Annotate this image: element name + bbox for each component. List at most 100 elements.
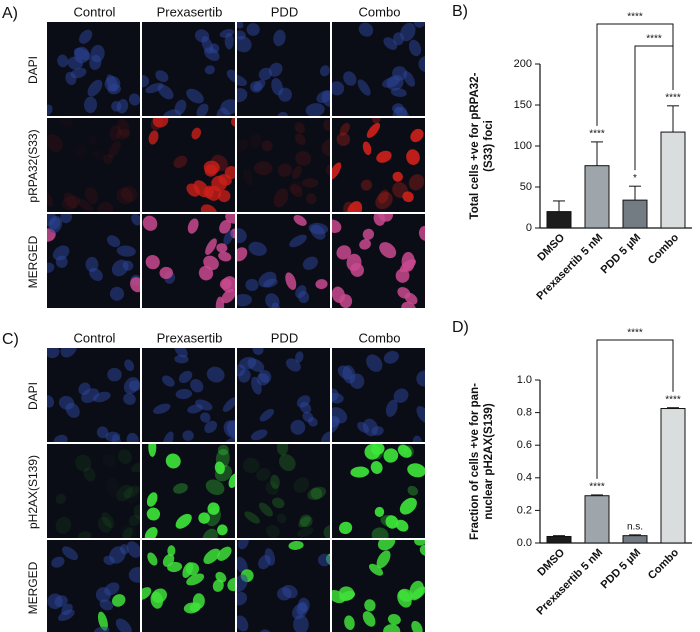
nucleus (123, 393, 136, 405)
nucleus (54, 595, 68, 608)
bar (584, 495, 610, 544)
panel-label: B) (452, 3, 468, 20)
nucleus (277, 587, 292, 601)
nucleus (215, 571, 227, 583)
nucleus (410, 128, 424, 143)
nucleus (237, 540, 249, 550)
y-tick-label: 150 (514, 99, 532, 111)
nucleus (218, 251, 232, 262)
nucleus (392, 106, 408, 116)
nucleus (378, 189, 389, 204)
nucleus (357, 421, 369, 433)
nucleus (413, 22, 425, 28)
nucleus (332, 407, 348, 424)
nucleus (57, 54, 69, 68)
nucleus (153, 403, 171, 414)
nucleus (78, 382, 91, 396)
nucleus (96, 426, 109, 439)
nucleus (370, 461, 383, 474)
nucleus (112, 594, 126, 607)
nucleus (226, 420, 235, 439)
nucleus (173, 155, 188, 169)
nucleus (203, 548, 221, 565)
nucleus (373, 214, 386, 226)
micrograph (237, 22, 330, 116)
nucleus (410, 586, 425, 601)
micrograph (142, 118, 235, 212)
bar (622, 199, 648, 229)
nucleus (371, 527, 389, 538)
nucleus (392, 32, 405, 46)
nucleus (273, 188, 289, 208)
nucleus (123, 485, 140, 499)
significance: n.s. (627, 521, 643, 532)
nucleus (97, 516, 112, 533)
x-tick-label: PDD 5 µM (599, 547, 644, 592)
nucleus (237, 139, 249, 152)
nucleus (217, 524, 228, 536)
nucleus (237, 574, 248, 593)
nucleus (204, 47, 220, 61)
nucleus (376, 550, 391, 569)
cells (237, 540, 330, 632)
micrograph (237, 348, 330, 442)
micrograph (47, 118, 140, 212)
nucleus (362, 141, 372, 156)
cells (153, 348, 235, 442)
nucleus (265, 481, 279, 496)
nucleus (155, 70, 169, 83)
nucleus (414, 540, 425, 546)
bracket-label: **** (627, 328, 643, 339)
bracket (596, 339, 674, 479)
cells (332, 22, 425, 116)
nucleus (151, 588, 168, 603)
nucleus (116, 99, 129, 114)
nucleus (343, 201, 357, 212)
nucleus (364, 599, 376, 612)
nucleus (196, 103, 209, 116)
nucleus (256, 468, 271, 481)
bracket-label: **** (646, 34, 662, 45)
nucleus (242, 168, 253, 186)
nucleus (101, 512, 115, 528)
bar (546, 211, 572, 229)
nucleus (407, 463, 425, 478)
nucleus (252, 348, 264, 355)
nucleus (128, 93, 140, 106)
nucleus (216, 243, 228, 253)
nucleus (416, 406, 425, 423)
nucleus (159, 266, 173, 279)
nucleus (321, 90, 330, 107)
cells (142, 214, 235, 308)
micrograph (332, 118, 425, 212)
nucleus (270, 474, 280, 489)
nucleus (397, 444, 412, 458)
nucleus (225, 214, 235, 224)
micrograph (332, 214, 425, 308)
nucleus (79, 29, 93, 44)
cells (332, 214, 425, 308)
micrograph (237, 214, 330, 308)
nucleus (350, 262, 364, 277)
nucleus (130, 462, 140, 473)
nucleus (408, 39, 422, 57)
nucleus (332, 286, 346, 303)
cells (47, 29, 140, 116)
nucleus (383, 350, 399, 364)
nucleus (47, 395, 55, 408)
bar (660, 408, 686, 544)
cells (47, 214, 140, 301)
cells (142, 545, 235, 614)
nucleus (53, 434, 68, 442)
y-tick-label: 0.6 (517, 439, 532, 451)
nucleus (174, 354, 189, 364)
nucleus (342, 365, 356, 384)
nucleus (226, 69, 235, 83)
nucleus (60, 214, 73, 224)
nucleus (51, 556, 65, 568)
image-bg (237, 540, 330, 632)
nucleus (203, 255, 219, 271)
nucleus (246, 23, 260, 36)
nucleus (231, 118, 235, 127)
x-tick-label: Prexasertib 5 nM (534, 547, 605, 618)
